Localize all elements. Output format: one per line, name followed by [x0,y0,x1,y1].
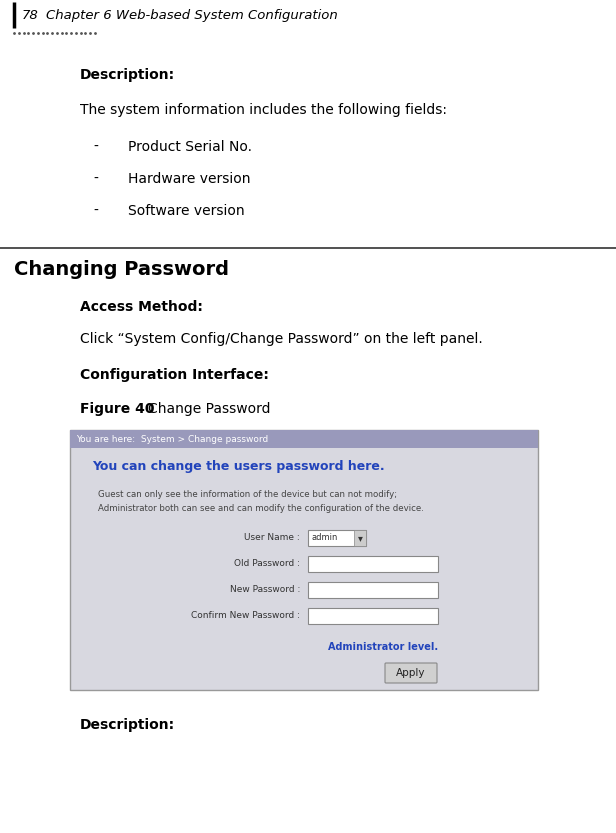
Text: You are here:  System > Change password: You are here: System > Change password [76,435,268,443]
Text: ▾: ▾ [357,533,362,543]
Text: Change Password: Change Password [148,402,270,416]
Text: Configuration Interface:: Configuration Interface: [80,368,269,382]
Text: admin: admin [312,533,338,542]
Text: Administrator level.: Administrator level. [328,642,438,652]
Bar [70,430,538,690]
Text: Hardware version: Hardware version [128,172,251,186]
Text: Click “System Config/Change Password” on the left panel.: Click “System Config/Change Password” on… [80,332,483,346]
Text: Product Serial No.: Product Serial No. [128,140,252,154]
Text: Figure 40: Figure 40 [80,402,155,416]
Text: You can change the users password here.: You can change the users password here. [92,460,384,473]
Text: -: - [93,172,98,186]
Text: Access Method:: Access Method: [80,300,203,314]
FancyBboxPatch shape [385,663,437,683]
Text: Confirm New Password :: Confirm New Password : [191,611,300,621]
Text: Description:: Description: [80,68,175,82]
Bar [70,430,538,448]
Text: Chapter 6 Web-based System Configuration: Chapter 6 Web-based System Configuration [46,8,338,22]
Text: Changing Password: Changing Password [14,260,229,279]
Text: Administrator both can see and can modify the configuration of the device.: Administrator both can see and can modif… [98,504,424,513]
Text: -: - [93,204,98,218]
Text: Apply: Apply [396,668,426,678]
Bar [308,608,438,624]
Text: -: - [93,140,98,154]
Text: Description:: Description: [80,718,175,732]
Text: User Name :: User Name : [245,533,300,542]
Text: 78: 78 [22,8,39,22]
Text: Guest can only see the information of the device but can not modify;: Guest can only see the information of th… [98,490,397,499]
Text: New Password :: New Password : [230,586,300,595]
Text: The system information includes the following fields:: The system information includes the foll… [80,103,447,117]
Bar [308,582,438,598]
Bar [308,556,438,572]
Text: Old Password :: Old Password : [234,560,300,568]
Text: Software version: Software version [128,204,245,218]
Bar [354,530,366,546]
Bar [308,530,366,546]
